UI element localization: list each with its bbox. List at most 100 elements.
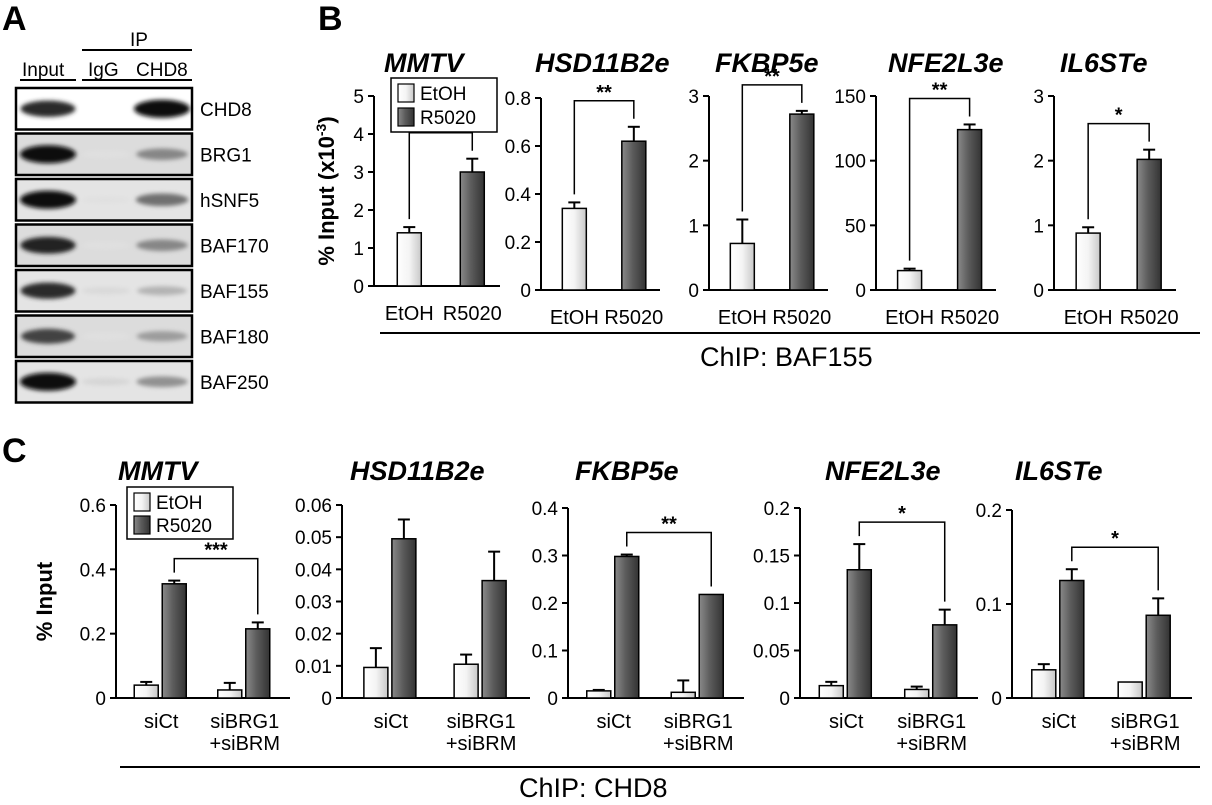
y-tick-label: 0.01	[295, 657, 332, 678]
bar-r5020	[931, 624, 958, 699]
y-tick-label: 0	[855, 281, 866, 302]
bar-etoh	[1031, 669, 1057, 699]
significance-bracket	[626, 531, 712, 587]
y-tick-label: 0.4	[532, 499, 559, 520]
significance-bracket	[908, 97, 971, 261]
chart-title: NFE2L3e	[888, 48, 1004, 78]
legend-swatch-r5020	[133, 515, 151, 535]
x-category-label: +siBRM	[896, 733, 967, 755]
y-tick-label: 0.04	[295, 560, 332, 581]
y-tick-label: 100	[834, 152, 866, 173]
blot-band	[136, 376, 188, 388]
bar-etoh	[896, 269, 923, 291]
bar-r5020	[698, 593, 724, 699]
y-tick-label: 0.1	[532, 642, 558, 663]
blot-row-label: hSNF5	[200, 191, 259, 212]
significance-stars: *	[1111, 528, 1119, 550]
significance-stars: **	[764, 66, 780, 88]
y-tick-label: 1	[1033, 216, 1044, 237]
significance-stars: ***	[204, 540, 228, 562]
y-tick-label: 0.2	[764, 499, 790, 520]
bar-etoh	[903, 688, 930, 699]
panel-letter-a: A	[2, 0, 27, 38]
bar-etoh	[818, 684, 845, 699]
y-tick-label: 0.2	[505, 233, 531, 254]
x-category-label: siCt	[1042, 711, 1077, 733]
x-category-label: siCt	[374, 711, 409, 733]
chart-c-nfe2l3e: NFE2L3e 0 0.05 0.1 0.15 0.2 siCt siBRG1+siBRM *	[753, 456, 978, 755]
x-category-label: +siBRM	[209, 733, 280, 755]
x-category-label: EtOH	[885, 307, 934, 329]
significance-bracket	[173, 557, 259, 615]
chart-c-mmtv: MMTV 0 0.2 0.4 0.6 siCt siBRG1+siBRM *** % Input	[32, 456, 290, 755]
y-tick-label: 0	[991, 689, 1002, 710]
y-tick-label: 0.03	[295, 593, 332, 614]
blot-band	[136, 331, 188, 342]
chart-title: MMTV	[384, 48, 465, 78]
y-tick-label: 0.1	[764, 594, 790, 615]
bar-etoh	[217, 689, 243, 699]
chart-title: HSD11B2e	[535, 48, 670, 78]
bar-r5020	[481, 579, 507, 699]
y-tick-label: 0.3	[532, 547, 558, 568]
y-tick-label: 0	[688, 281, 699, 302]
chart-title: FKBP5e	[715, 48, 819, 78]
legend-swatch-etoh	[133, 492, 151, 512]
chart-c-fkbp5e: FKBP5e 0 0.1 0.2 0.3 0.4 siCt siBRG1+siBRM **	[532, 456, 744, 755]
y-tick-label: 3	[688, 87, 699, 108]
y-tick-label: 0	[95, 689, 106, 710]
bar-r5020	[391, 538, 417, 699]
y-axis-label: % Input	[32, 561, 57, 641]
y-tick-label: 0.1	[976, 595, 1002, 616]
chart-b-hsd11b2e: HSD11B2e 0 0.2 0.4 0.6 0.8 EtOH R5020 **	[505, 48, 670, 329]
y-tick-label: 0	[520, 281, 531, 302]
bar-r5020	[956, 128, 983, 291]
legend-label-r5020: R5020	[156, 516, 212, 537]
y-tick-label: 2	[1033, 152, 1044, 173]
bar-etoh	[729, 242, 756, 291]
blot-band	[135, 193, 189, 207]
significance-bracket	[858, 521, 946, 602]
y-tick-label: 0	[547, 689, 558, 710]
bar-r5020	[1136, 158, 1162, 291]
blot-header-ip: IP	[130, 30, 148, 51]
legend-swatch-etoh	[397, 83, 415, 103]
blot-band	[136, 148, 188, 160]
blot-band	[81, 378, 131, 386]
significance-bracket	[573, 100, 635, 195]
chart-b-il6ste: IL6STe 0 1 2 3 EtOH R5020 *	[1033, 48, 1178, 329]
x-category-label: R5020	[1120, 307, 1179, 329]
bar-r5020	[621, 140, 647, 291]
x-category-label: siCt	[144, 711, 179, 733]
blot-band	[20, 100, 76, 117]
chip-b-label: ChIP: BAF155	[700, 342, 873, 372]
blot-row-label: BAF170	[200, 236, 269, 257]
panel-letter-b: B	[318, 0, 343, 38]
blot-band	[136, 239, 188, 251]
blot-band	[20, 236, 76, 254]
bar-etoh	[586, 690, 612, 699]
bar-r5020	[846, 569, 873, 699]
x-category-label: R5020	[772, 307, 831, 329]
x-category-label: R5020	[604, 307, 663, 329]
blot-band	[81, 150, 131, 158]
chart-title: IL6STe	[1060, 48, 1148, 78]
bar-etoh	[363, 666, 389, 699]
x-category-label: siBRG1	[210, 711, 279, 733]
significance-stars: *	[898, 503, 906, 525]
y-tick-label: 3	[353, 163, 364, 184]
blot-band	[137, 286, 187, 296]
chart-title: HSD11B2e	[350, 456, 485, 486]
blot-header-input: Input	[22, 60, 65, 81]
legend-swatch-r5020	[397, 107, 415, 127]
y-tick-label: 2	[688, 152, 699, 173]
y-tick-label: 0	[779, 689, 790, 710]
bar-etoh	[670, 691, 696, 699]
blot-row-label: BRG1	[200, 145, 252, 166]
bar-etoh	[1117, 681, 1143, 699]
bar-r5020	[789, 113, 815, 291]
y-tick-label: 1	[353, 239, 364, 260]
x-category-label: EtOH	[718, 307, 767, 329]
y-tick-label: 0	[321, 689, 332, 710]
